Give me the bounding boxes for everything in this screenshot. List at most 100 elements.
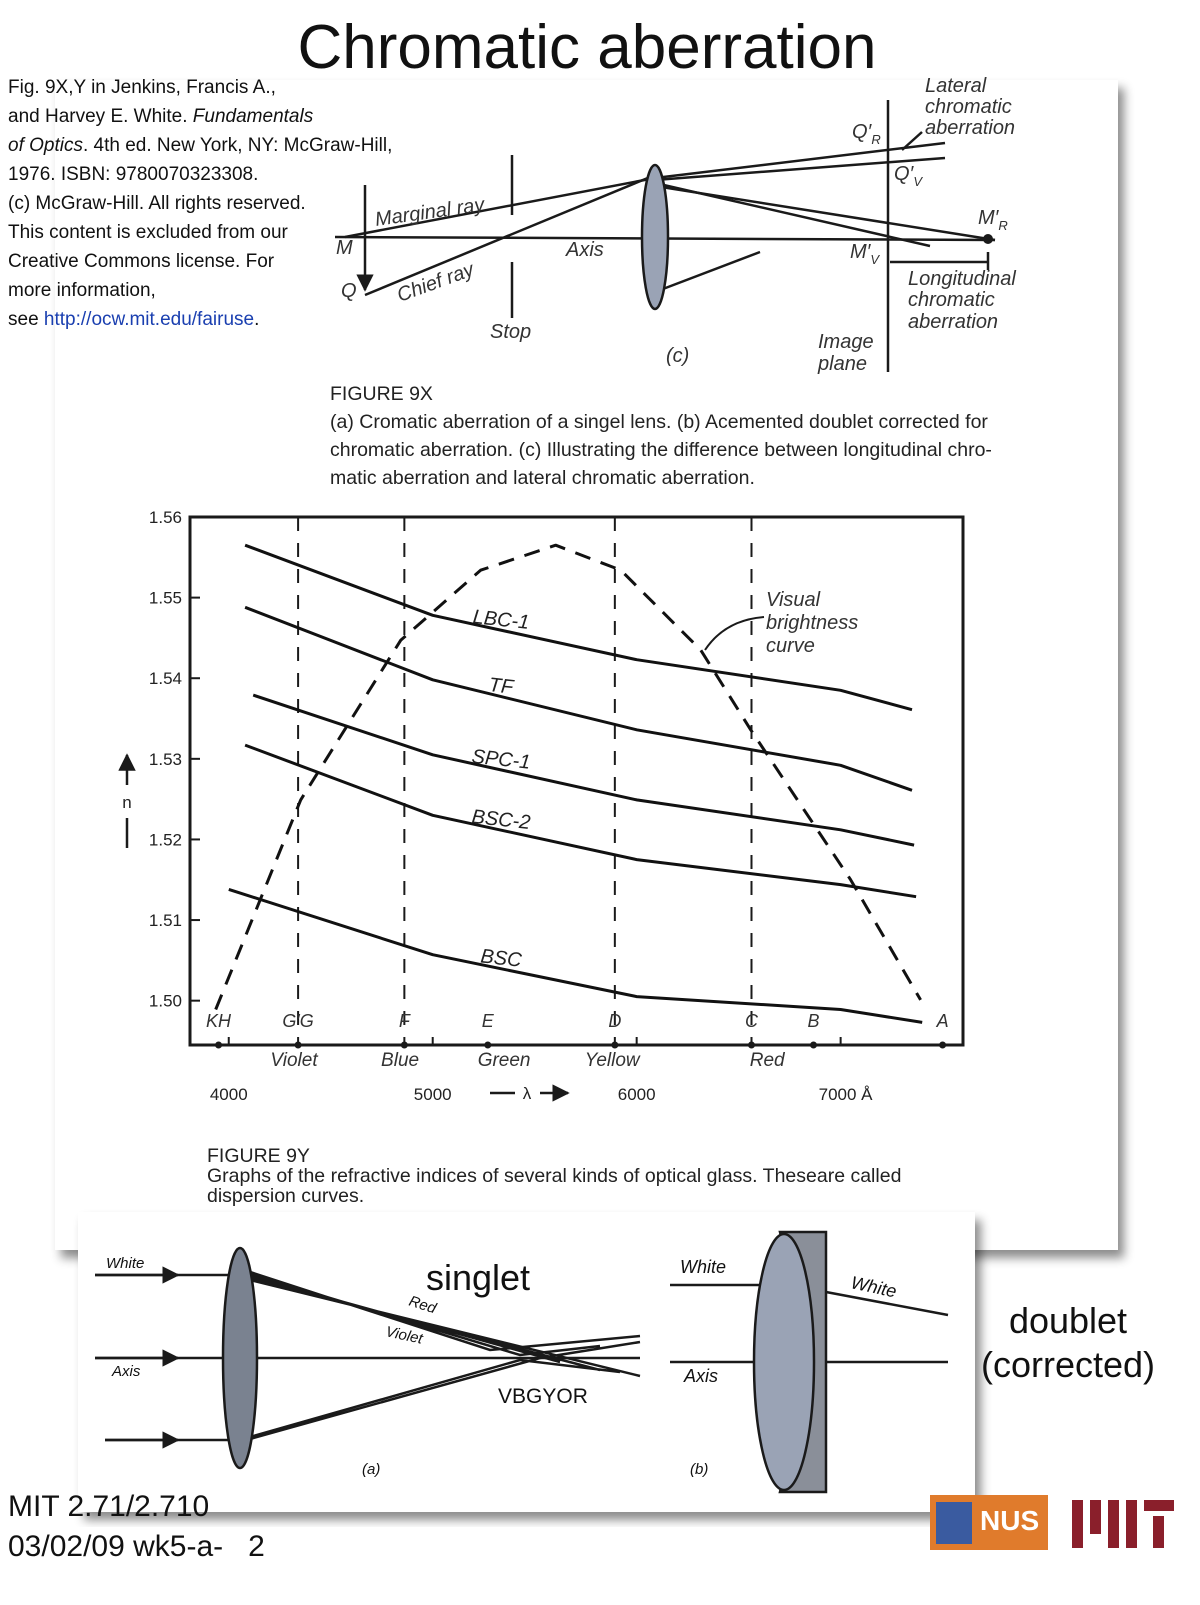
- lens: [752, 1232, 816, 1492]
- label: Axis: [111, 1363, 141, 1380]
- caption-line: Graphs of the refractive indices of seve…: [207, 1165, 901, 1187]
- y-tick-label: 1.54: [149, 669, 182, 688]
- y-axis-label: n: [122, 793, 131, 812]
- footer: MIT 2.71/2.710: [8, 1490, 209, 1523]
- spectral-dot: [294, 1041, 302, 1049]
- y-tick-label: 1.52: [149, 830, 182, 849]
- spectral-dot: [400, 1041, 408, 1049]
- spectral-label: D: [608, 1011, 621, 1031]
- citation-line: Fig. 9X,Y in Jenkins, Francis A.,: [8, 77, 276, 98]
- lens: [640, 163, 670, 311]
- spectral-dot: [939, 1041, 947, 1049]
- subscript: R: [871, 132, 880, 147]
- label: Axis: [565, 239, 604, 261]
- citation-text: This content is excluded from our: [8, 222, 289, 243]
- footer: 03/02/09 wk5-a- 2: [8, 1530, 265, 1563]
- band-label: Yellow: [585, 1050, 641, 1071]
- label: Q′: [852, 121, 873, 143]
- y-tick-label: 1.53: [149, 750, 182, 769]
- citation-text: Fig. 9X,Y in Jenkins, Francis A.,: [8, 77, 276, 98]
- citation-line: Creative Commons license. For: [8, 251, 275, 272]
- citation-text: Fundamentals: [193, 106, 314, 127]
- x-tick-label: 5000: [414, 1085, 452, 1104]
- label: M′: [850, 241, 872, 263]
- caption-line: (a) Cromatic aberration of a singel lens…: [330, 411, 988, 433]
- citation-text: . 4th ed. New York, NY: McGraw-Hill,: [83, 135, 392, 156]
- spectral-label: A: [936, 1011, 949, 1031]
- figure-panel: [55, 80, 1118, 1250]
- annotation: Visual: [766, 589, 821, 611]
- leader: [901, 131, 923, 151]
- annotation: brightness: [766, 612, 858, 634]
- logo-text: NUS: [980, 1505, 1039, 1536]
- citation-line: see http://ocw.mit.edu/fairuse.: [8, 309, 259, 330]
- slide-title: Chromatic aberration: [298, 13, 877, 82]
- overlay-label: doublet: [1009, 1300, 1127, 1341]
- citation-line: 1976. ISBN: 9780070323308.: [8, 164, 258, 185]
- ray-bundle: [249, 1270, 641, 1441]
- subscript: V: [913, 174, 923, 189]
- label: M: [336, 237, 353, 259]
- spectral-label: B: [807, 1011, 819, 1031]
- citation-line: (c) McGraw-Hill. All rights reserved.: [8, 193, 306, 214]
- nus-logo: NUS: [930, 1495, 1048, 1550]
- link[interactable]: http://ocw.mit.edu/fairuse: [44, 309, 254, 330]
- caption-heading: FIGURE 9Y: [207, 1145, 310, 1167]
- ray: [364, 173, 656, 297]
- y-tick-label: 1.55: [149, 589, 182, 608]
- x-tick-label: 7000 Å: [819, 1085, 874, 1104]
- citation-text: (c) McGraw-Hill. All rights reserved.: [8, 193, 306, 214]
- logo-bar: [1090, 1500, 1101, 1534]
- label: (c): [666, 345, 689, 367]
- citation-text: more information,: [8, 280, 156, 301]
- label: plane: [817, 353, 867, 375]
- x-tick-label: 4000: [210, 1085, 248, 1104]
- leader: [704, 616, 765, 651]
- citation-line: of Optics. 4th ed. New York, NY: McGraw-…: [8, 135, 392, 156]
- x-tick-label: 6000: [618, 1085, 656, 1104]
- spectral-dot: [484, 1041, 492, 1049]
- logo-bar: [1108, 1500, 1119, 1548]
- label: Lateral: [925, 75, 987, 97]
- citation-text: Creative Commons license. For: [8, 251, 275, 272]
- curve: [244, 743, 917, 899]
- label: (a): [362, 1461, 380, 1478]
- band-label: Red: [750, 1050, 786, 1071]
- curve: [244, 543, 913, 712]
- y-tick-label: 1.50: [149, 992, 182, 1011]
- label: Q′: [894, 163, 915, 185]
- citation-text: .: [254, 309, 259, 330]
- logo-crest: [936, 1502, 972, 1544]
- ray: [654, 250, 761, 294]
- caption-line: dispersion curves.: [207, 1185, 364, 1207]
- label: Stop: [490, 321, 531, 343]
- caption-line: matic aberration and lateral chromatic a…: [330, 467, 755, 489]
- caption-line: chromatic aberration. (c) Illustrating t…: [330, 439, 992, 461]
- label: M′: [978, 207, 1000, 229]
- label: Axis: [683, 1366, 718, 1386]
- citation-line: more information,: [8, 280, 156, 301]
- spectral-dot: [611, 1041, 619, 1049]
- spectral-label: KH: [206, 1011, 232, 1031]
- citation-text: and Harvey E. White.: [8, 106, 193, 127]
- ray: [825, 1290, 949, 1317]
- spectral-dot: [747, 1041, 755, 1049]
- citation-text: see: [8, 309, 44, 330]
- label: M′V: [850, 241, 880, 267]
- annotation: curve: [766, 635, 815, 657]
- band-label: Blue: [381, 1050, 419, 1071]
- band-label: Violet: [270, 1050, 318, 1071]
- dispersion-chart: n λ Visual brightness curve 1.50 1.51 1.52…: [118, 508, 965, 1104]
- citation-line: and Harvey E. White. Fundamentals: [8, 106, 314, 127]
- citation: Fig. 9X,Y in Jenkins, Francis A., and Har…: [8, 77, 392, 330]
- ray: [344, 176, 656, 239]
- ray: [654, 141, 946, 180]
- logo-bar: [1126, 1500, 1137, 1548]
- subscript: V: [870, 252, 880, 267]
- label: M′R: [978, 207, 1008, 233]
- y-tick-label: 1.56: [149, 508, 182, 527]
- focus-point: [983, 234, 993, 244]
- logo-bar: [1153, 1516, 1164, 1548]
- label: Q′R: [852, 121, 881, 147]
